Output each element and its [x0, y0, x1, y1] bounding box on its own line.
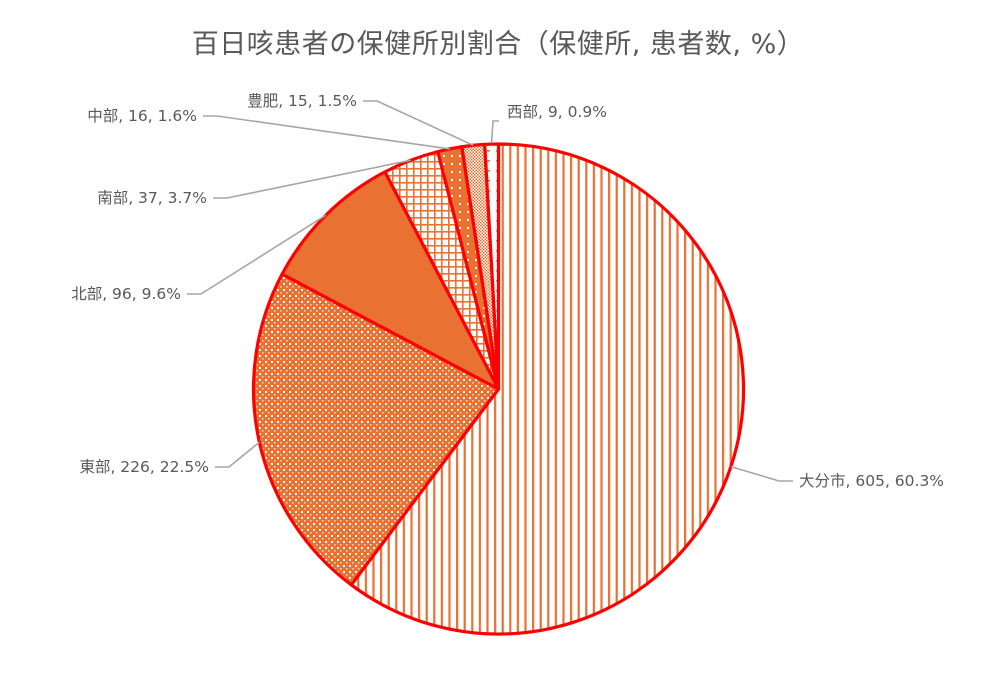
leader-line-chubu: [203, 115, 450, 150]
leader-lines: [187, 100, 793, 482]
pie-slice-seibu: [483, 142, 501, 391]
data-label-seibu: 西部, 9, 0.9%: [507, 103, 607, 121]
data-labels: 大分市, 605, 60.3% 東部, 226, 22.5% 北部, 96, 9.6…: [71, 92, 944, 490]
pie-slices: [251, 142, 746, 636]
data-label-chubu: 中部, 16, 1.6%: [87, 107, 197, 125]
data-label-oita-city: 大分市, 605, 60.3%: [799, 472, 944, 490]
leader-line-seibu: [490, 120, 499, 143]
leader-line-nanbu: [213, 159, 411, 199]
data-label-hokubu: 北部, 96, 9.6%: [71, 285, 181, 303]
data-label-nanbu: 南部, 37, 3.7%: [97, 189, 207, 207]
data-label-tobu: 東部, 226, 22.5%: [79, 458, 209, 476]
data-label-hohi: 豊肥, 15, 1.5%: [247, 92, 357, 110]
leader-line-tobu: [215, 441, 260, 468]
pie-slice-tobu: [251, 272, 501, 587]
chart-title: 百日咳患者の保健所別割合（保健所, 患者数, %）: [191, 29, 805, 60]
leader-line-hohi: [363, 100, 474, 147]
leader-line-oita-city: [730, 465, 793, 482]
leader-line-hokubu: [187, 214, 327, 295]
